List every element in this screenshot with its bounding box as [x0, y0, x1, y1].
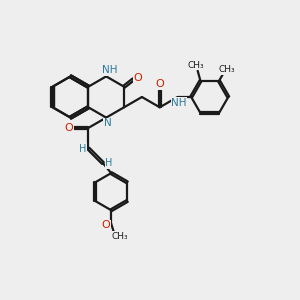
Text: O: O [155, 80, 164, 89]
Text: H: H [105, 158, 112, 168]
Text: NH: NH [102, 65, 118, 76]
Text: O: O [64, 123, 73, 133]
Text: O: O [101, 220, 110, 230]
Text: CH₃: CH₃ [188, 61, 205, 70]
Text: NH: NH [171, 98, 187, 108]
Text: H: H [79, 143, 86, 154]
Text: O: O [133, 73, 142, 83]
Text: N: N [104, 118, 112, 128]
Text: CH₃: CH₃ [219, 65, 236, 74]
Text: CH₃: CH₃ [112, 232, 128, 241]
